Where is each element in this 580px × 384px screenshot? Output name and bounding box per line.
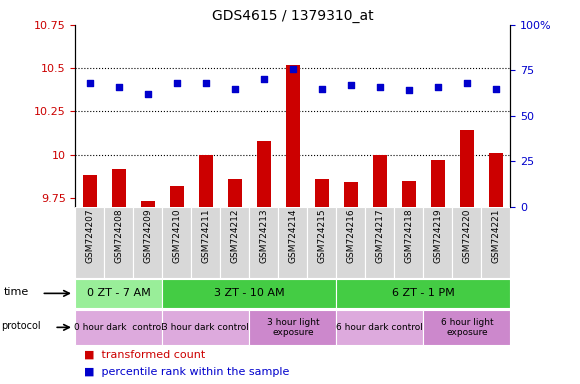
Point	[114, 84, 124, 90]
Bar	[372, 155, 387, 207]
Text: 3 ZT - 10 AM: 3 ZT - 10 AM	[214, 288, 285, 298]
Bar	[336, 207, 365, 278]
Point	[491, 86, 501, 92]
Bar	[162, 310, 249, 344]
Bar	[336, 310, 423, 344]
Bar	[459, 131, 474, 207]
Text: 0 hour dark  control: 0 hour dark control	[74, 323, 164, 332]
Text: 6 hour dark control: 6 hour dark control	[336, 323, 423, 332]
Point	[433, 84, 443, 90]
Bar	[278, 207, 307, 278]
Text: ■  transformed count: ■ transformed count	[84, 349, 205, 359]
Bar	[481, 207, 510, 278]
Point	[404, 87, 414, 93]
Bar	[198, 155, 213, 207]
Point	[259, 76, 269, 83]
Point	[143, 91, 153, 97]
Text: 6 hour light
exposure: 6 hour light exposure	[441, 318, 493, 337]
Bar	[488, 153, 503, 207]
Point	[375, 84, 385, 90]
Bar	[256, 141, 271, 207]
Bar	[452, 207, 481, 278]
Bar	[336, 278, 510, 308]
Point	[288, 66, 298, 72]
Bar	[227, 179, 242, 207]
Text: 0 ZT - 7 AM: 0 ZT - 7 AM	[87, 288, 151, 298]
Bar	[75, 207, 104, 278]
Point	[172, 80, 182, 86]
Bar	[423, 207, 452, 278]
Point	[201, 80, 211, 86]
Text: GSM724212: GSM724212	[230, 209, 240, 263]
Bar	[365, 207, 394, 278]
Bar	[343, 182, 358, 207]
Bar	[430, 160, 445, 207]
Bar	[111, 169, 126, 207]
Text: GSM724213: GSM724213	[259, 209, 269, 263]
Title: GDS4615 / 1379310_at: GDS4615 / 1379310_at	[212, 8, 374, 23]
Point	[346, 82, 356, 88]
Point	[85, 80, 95, 86]
Text: GSM724221: GSM724221	[491, 209, 501, 263]
Bar	[249, 310, 336, 344]
Point	[462, 80, 472, 86]
Text: GSM724216: GSM724216	[346, 209, 356, 263]
Bar	[307, 207, 336, 278]
Bar	[314, 179, 329, 207]
Bar	[191, 207, 220, 278]
Text: GSM724218: GSM724218	[404, 209, 414, 263]
Text: 3 hour light
exposure: 3 hour light exposure	[267, 318, 319, 337]
Bar	[104, 207, 133, 278]
Point	[317, 86, 327, 92]
Bar	[162, 278, 336, 308]
Text: GSM724215: GSM724215	[317, 209, 327, 263]
Bar	[401, 180, 416, 207]
Text: time: time	[4, 287, 29, 297]
Bar	[423, 310, 510, 344]
Text: GSM724211: GSM724211	[201, 209, 211, 263]
Text: protocol: protocol	[2, 321, 41, 331]
Text: GSM724214: GSM724214	[288, 209, 298, 263]
Text: GSM724209: GSM724209	[143, 209, 153, 263]
Text: GSM724207: GSM724207	[85, 209, 95, 263]
Text: GSM724210: GSM724210	[172, 209, 182, 263]
Bar	[83, 175, 97, 207]
Bar	[140, 201, 155, 207]
Point	[230, 86, 240, 92]
Bar	[133, 207, 162, 278]
Bar	[220, 207, 249, 278]
Text: 3 hour dark control: 3 hour dark control	[162, 323, 249, 332]
Text: GSM724208: GSM724208	[114, 209, 124, 263]
Bar	[169, 186, 184, 207]
Text: ■  percentile rank within the sample: ■ percentile rank within the sample	[84, 366, 289, 377]
Bar	[75, 310, 162, 344]
Bar	[394, 207, 423, 278]
Bar	[249, 207, 278, 278]
Text: 6 ZT - 1 PM: 6 ZT - 1 PM	[392, 288, 455, 298]
Bar	[75, 278, 162, 308]
Text: GSM724219: GSM724219	[433, 209, 443, 263]
Text: GSM724220: GSM724220	[462, 209, 472, 263]
Text: GSM724217: GSM724217	[375, 209, 385, 263]
Bar	[162, 207, 191, 278]
Bar	[285, 65, 300, 207]
